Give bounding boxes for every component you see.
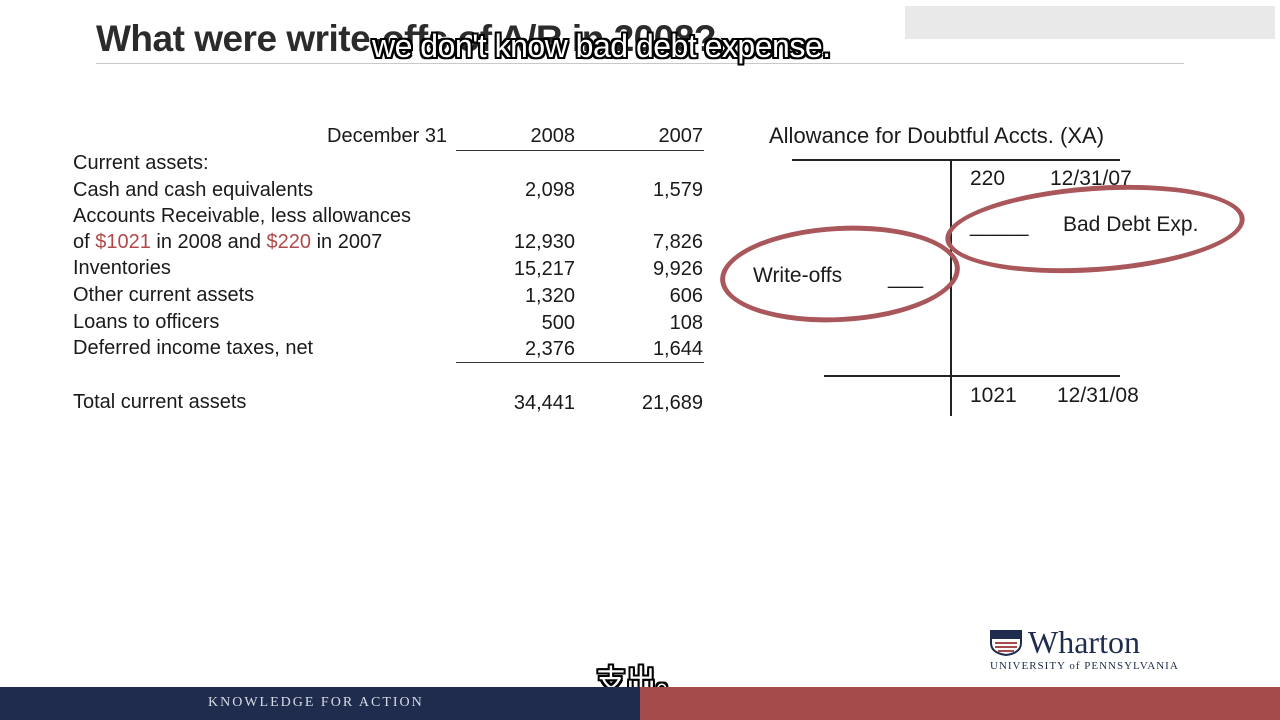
balance-sheet: December 31 2008 2007 Current assets: Ca… [0, 0, 720, 440]
row-label: Cash and cash equivalents [73, 179, 314, 201]
row-label: Loans to officers [73, 311, 220, 333]
total-value-2008: 34,441 [513, 392, 575, 414]
row-label: Other current assets [73, 284, 255, 306]
t-account-title: Allowance for Doubtful Accts. (XA) [769, 123, 1105, 148]
opening-balance-date: 12/31/07 [1050, 167, 1132, 190]
row-label-allowance: of $1021 in 2008 and $220 in 2007 [73, 231, 382, 254]
row-value-2008: 1,320 [524, 285, 575, 307]
write-offs-blank: ___ [888, 266, 924, 289]
footer-tagline: KNOWLEDGE FOR ACTION [208, 695, 424, 710]
t-account-closing-rule [824, 375, 1120, 377]
write-offs-label: Write-offs [753, 264, 843, 287]
closing-balance-date: 12/31/08 [1057, 384, 1139, 407]
row-value-2008: 2,098 [524, 179, 575, 201]
subtitle-overlay-top: we don't know bad debt expense. [372, 28, 831, 64]
row-label: Accounts Receivable, less allowances [73, 205, 411, 227]
bad-debt-label: Bad Debt Exp. [1063, 213, 1199, 236]
closing-balance-amount: 1021 [970, 384, 1017, 407]
logo-university: UNIVERSITY of PENNSYLVANIA [990, 660, 1179, 672]
penn-shield-icon [990, 630, 1022, 656]
header-underline [456, 150, 704, 151]
slide-title: What were write-offs of A/R in 2008? [96, 18, 717, 59]
subtotal-underline [456, 362, 704, 363]
gray-caption-block [905, 6, 1275, 39]
t-account-top-rule [792, 159, 1120, 161]
allowance-text-mid: in 2008 and [150, 231, 267, 253]
row-value-2007: 108 [669, 312, 703, 334]
allowance-text-post: in 2007 [311, 231, 383, 253]
bad-debt-blank: _____ [970, 214, 1029, 237]
row-value-2008: 500 [541, 312, 575, 334]
footer-navy-band: KNOWLEDGE FOR ACTION [0, 687, 640, 720]
row-value-2007: 606 [669, 285, 703, 307]
row-value-2007: 1,579 [652, 179, 703, 201]
total-value-2007: 21,689 [641, 392, 703, 414]
row-value-2007: 1,644 [652, 338, 703, 360]
header-year-2008: 2008 [530, 125, 576, 147]
header-date-label: December 31 [327, 125, 448, 147]
row-value-2008: 2,376 [524, 338, 575, 360]
section-label: Current assets: [73, 152, 209, 174]
footer-red-band [640, 687, 1280, 720]
row-label: Inventories [73, 257, 171, 279]
row-value-2008: 15,217 [513, 258, 575, 280]
title-divider [96, 63, 1184, 64]
allowance-text-pre: of [73, 231, 96, 253]
total-label: Total current assets [73, 391, 247, 413]
allowance-amount-2007: $220 [266, 231, 312, 253]
logo-wordmark: Wharton [1028, 624, 1140, 660]
row-label: Deferred income taxes, net [73, 337, 314, 359]
row-value-2008: 12,930 [513, 231, 575, 253]
opening-balance-amount: 220 [970, 167, 1006, 190]
header-year-2007: 2007 [658, 125, 704, 147]
row-value-2007: 7,826 [652, 231, 703, 253]
wharton-logo: Wharton UNIVERSITY of PENNSYLVANIA [988, 624, 1193, 678]
row-value-2007: 9,926 [652, 258, 703, 280]
t-account-divider [950, 160, 952, 416]
allowance-amount-2008: $1021 [95, 231, 151, 253]
